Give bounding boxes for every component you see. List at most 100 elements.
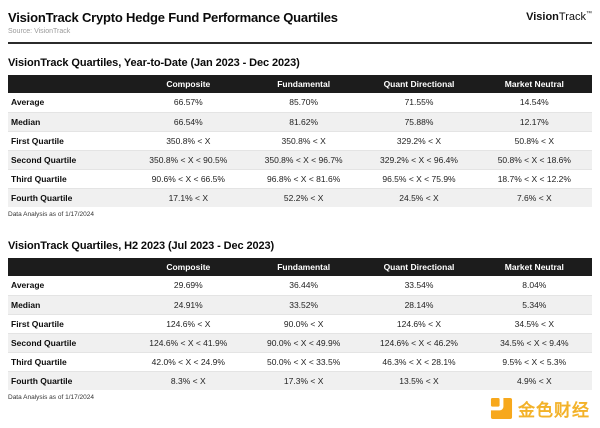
table-row-second-quartile: Second Quartile 124.6% < X < 41.9% 90.0%… [8,332,592,352]
row-label: First Quartile [8,313,131,333]
cell-fundamental: 52.2% < X [245,187,362,207]
brand-regular: Track [558,11,586,23]
cell-quant-directional: 329.2% < X < 96.4% [361,149,477,169]
header-divider [8,42,592,44]
column-header-market-neutral: Market Neutral [476,75,592,93]
cell-quant-directional: 329.2% < X [361,130,477,150]
cell-market-neutral: 4.9% < X [476,370,592,390]
cell-fundamental: 50.0% < X < 33.5% [245,351,362,371]
cell-fundamental: 96.8% < X < 81.6% [245,168,362,188]
brand-bold: Vision [526,11,559,23]
table2-footnote: Data Analysis as of 1/17/2024 [8,394,95,401]
section-h2: VisionTrack Quartiles, H2 2023 (Jul 2023… [8,240,592,401]
cell-composite: 90.6% < X < 66.5% [130,168,246,188]
cell-market-neutral: 9.5% < X < 5.3% [476,351,592,371]
cell-fundamental: 17.3% < X [245,370,362,390]
cell-market-neutral: 34.5% < X < 9.4% [476,332,592,352]
row-label: Average [11,97,45,108]
cell-composite: 8.3% < X [130,370,246,390]
table2-title: VisionTrack Quartiles, H2 2023 (Jul 2023… [8,240,275,252]
cell-market-neutral: 34.5% < X [476,313,592,333]
row-label: Second Quartile [8,332,131,352]
cell-composite: 124.6% < X [130,313,246,333]
cell-fundamental: 350.8% < X < 96.7% [245,149,362,169]
cell-fundamental: 90.0% < X [245,313,362,333]
cell-quant-directional: 124.6% < X < 46.2% [361,332,477,352]
row-label: Fourth Quartile [8,187,131,207]
cell-fundamental: 33.52% [245,294,362,314]
cell-composite: 66.57% [173,97,203,108]
cell-quant-directional: 24.5% < X [361,187,477,207]
cell-composite: 24.91% [130,294,246,314]
jinse-logo-icon [490,397,513,420]
row-label: Second Quartile [8,149,131,169]
column-header-composite: Composite [130,258,246,276]
column-header-quant-directional: Quant Directional [361,258,477,276]
table1-header-row: Composite Fundamental Quant Directional … [8,75,592,93]
table-row-second-quartile: Second Quartile 350.8% < X < 90.5% 350.8… [8,149,592,169]
cell-quant-directional: 75.88% [361,111,477,131]
table-row-average: Average 29.69% 36.44% 33.54% 8.04% [8,276,592,295]
trademark-symbol: ™ [586,11,592,17]
cell-composite: 66.54% [130,111,246,131]
row-label: First Quartile [8,130,131,150]
cell-composite: 29.69% [173,280,203,291]
row-label: Third Quartile [8,351,131,371]
row-label: Median [8,111,131,131]
cell-market-neutral: 8.04% [522,280,547,291]
row-label: Median [8,294,131,314]
table-row-first-quartile: First Quartile 350.8% < X 350.8% < X 329… [8,130,592,150]
table-row-fourth-quartile: Fourth Quartile 8.3% < X 17.3% < X 13.5%… [8,370,592,390]
column-header-fundamental: Fundamental [245,258,362,276]
visiontrack-logo: VisionTrack™ [526,11,592,23]
column-header-quant-directional: Quant Directional [361,75,477,93]
section-ytd: VisionTrack Quartiles, Year-to-Date (Jan… [8,57,592,218]
column-header-market-neutral: Market Neutral [476,258,592,276]
cell-composite: 124.6% < X < 41.9% [130,332,246,352]
row-label: Third Quartile [8,168,131,188]
cell-fundamental: 350.8% < X [245,130,362,150]
row-label: Average [11,280,45,291]
table1-title: VisionTrack Quartiles, Year-to-Date (Jan… [8,57,300,69]
report-header: VisionTrack Crypto Hedge Fund Performanc… [8,10,592,35]
cell-market-neutral: 12.17% [476,111,592,131]
table-row-third-quartile: Third Quartile 42.0% < X < 24.9% 50.0% <… [8,351,592,371]
column-header-blank [8,258,131,276]
table-row-median: Median 66.54% 81.62% 75.88% 12.17% [8,111,592,131]
jinse-finance-watermark: 金色财经 [490,396,590,421]
cell-fundamental: 81.62% [245,111,362,131]
row-label: Fourth Quartile [8,370,131,390]
quartiles-table-ytd: Composite Fundamental Quant Directional … [8,75,592,207]
cell-quant-directional: 46.3% < X < 28.1% [361,351,477,371]
source-label: Source: VisionTrack [8,28,71,35]
cell-market-neutral: 5.34% [476,294,592,314]
cell-quant-directional: 28.14% [361,294,477,314]
header-left: VisionTrack Crypto Hedge Fund Performanc… [8,10,338,35]
cell-market-neutral: 50.8% < X [476,130,592,150]
cell-fundamental: 85.70% [289,97,319,108]
cell-fundamental: 36.44% [289,280,319,291]
cell-quant-directional: 33.54% [404,280,434,291]
cell-composite: 17.1% < X [130,187,246,207]
table-row-median: Median 24.91% 33.52% 28.14% 5.34% [8,294,592,314]
watermark-text: 金色财经 [518,401,590,420]
table-row-fourth-quartile: Fourth Quartile 17.1% < X 52.2% < X 24.5… [8,187,592,207]
column-header-fundamental: Fundamental [245,75,362,93]
table-row-first-quartile: First Quartile 124.6% < X 90.0% < X 124.… [8,313,592,333]
cell-composite: 350.8% < X < 90.5% [130,149,246,169]
cell-quant-directional: 124.6% < X [361,313,477,333]
cell-composite: 350.8% < X [130,130,246,150]
column-header-blank [8,75,131,93]
cell-market-neutral: 50.8% < X < 18.6% [476,149,592,169]
cell-composite: 42.0% < X < 24.9% [130,351,246,371]
table1-footnote: Data Analysis as of 1/17/2024 [8,211,95,218]
cell-quant-directional: 13.5% < X [361,370,477,390]
table-row-average: Average 66.57% 85.70% 71.55% 14.54% [8,93,592,112]
cell-market-neutral: 14.54% [519,97,549,108]
cell-market-neutral: 18.7% < X < 12.2% [476,168,592,188]
cell-quant-directional: 71.55% [404,97,434,108]
cell-quant-directional: 96.5% < X < 75.9% [361,168,477,188]
report-page: VisionTrack Crypto Hedge Fund Performanc… [8,10,592,401]
table-row-third-quartile: Third Quartile 90.6% < X < 66.5% 96.8% <… [8,168,592,188]
table2-header-row: Composite Fundamental Quant Directional … [8,258,592,276]
